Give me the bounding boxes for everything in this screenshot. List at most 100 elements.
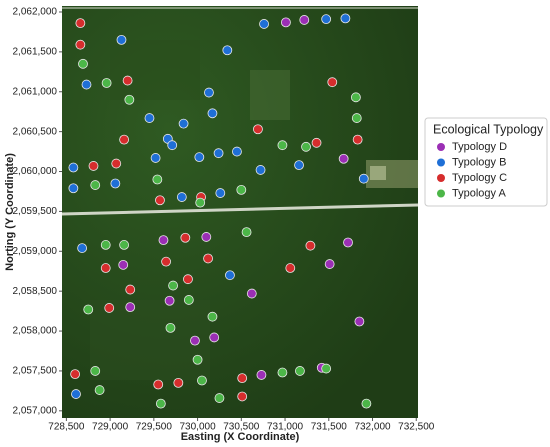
point [256,370,267,380]
point [351,113,362,123]
x-tick-label: 730,000 [179,422,216,433]
point [204,87,214,98]
point [301,141,311,152]
y-axis-title: Norting (Y Coordinate) [4,153,16,271]
y-tick-label: 2,061,000 [13,86,58,97]
point [236,184,247,195]
point [155,398,166,409]
point [192,354,203,365]
point [194,152,205,163]
point [246,288,257,299]
point [116,35,127,45]
y-tick-label: 2,059,500 [13,206,58,217]
point [255,165,266,175]
point [350,92,361,103]
x-tick-label: 729,000 [92,422,129,433]
legend-label: Typology B [452,156,506,168]
point [214,393,225,403]
point [122,75,133,86]
y-tick-label: 2,059,000 [13,246,58,257]
point [327,77,338,88]
y-tick-label: 2,058,000 [13,326,58,337]
point [124,94,135,105]
point [75,39,86,50]
point [101,78,112,88]
point [277,140,288,151]
point [253,124,263,135]
point [285,263,296,273]
point [343,237,353,248]
point [155,195,165,206]
legend-marker [437,158,445,167]
point [299,15,310,25]
point [324,259,335,269]
point [213,148,224,159]
y-tick-label: 2,060,500 [13,126,58,137]
point [294,160,304,171]
point [241,227,252,238]
point [358,173,369,184]
point [125,284,136,295]
y-tick-label: 2,061,500 [13,47,58,58]
point [311,137,322,148]
legend-title: Ecological Typology [433,122,544,136]
point [190,335,200,346]
point [81,79,92,90]
point [104,303,115,313]
y-tick-label: 2,058,500 [13,286,58,297]
x-tick-label: 732,500 [398,422,435,433]
x-tick-label: 731,000 [267,422,304,433]
point [150,153,161,163]
point [173,378,184,388]
legend-marker [437,143,445,151]
point [83,304,94,315]
y-tick-label: 2,062,000 [13,7,58,18]
point [111,158,122,169]
x-tick-label: 732,000 [354,422,391,433]
point [70,369,81,380]
point [197,375,207,386]
point [152,174,163,185]
point [164,295,175,306]
point [259,19,269,29]
point [153,379,164,390]
x-tick-label: 731,500 [311,422,348,433]
y-tick-label: 2,057,000 [13,405,58,416]
point [237,373,248,384]
point [75,18,86,29]
point [225,270,235,281]
point [176,192,187,202]
legend-label: Typology C [452,172,507,184]
point [158,235,169,246]
point [119,240,130,250]
point [237,391,248,402]
point [165,322,176,333]
point [167,140,178,151]
legend-marker [437,174,445,182]
point [118,259,129,270]
point [352,134,363,145]
x-tick-label: 728,500 [48,422,85,433]
x-axis-title: Easting (X Coordinate) [181,431,300,443]
legend-label: Typology A [452,187,506,199]
point [354,316,365,327]
point [68,183,79,194]
point [68,162,79,173]
point [183,274,193,285]
point [168,280,178,291]
point [222,45,233,56]
point [215,188,226,198]
point [78,58,88,69]
point [207,311,218,322]
point [90,180,101,190]
point [209,332,220,343]
point [321,14,332,25]
x-tick-label: 730,500 [223,422,260,433]
point [100,263,111,273]
point [88,161,99,171]
point [161,256,171,267]
point [90,366,101,376]
point [305,240,316,251]
point [195,197,206,208]
